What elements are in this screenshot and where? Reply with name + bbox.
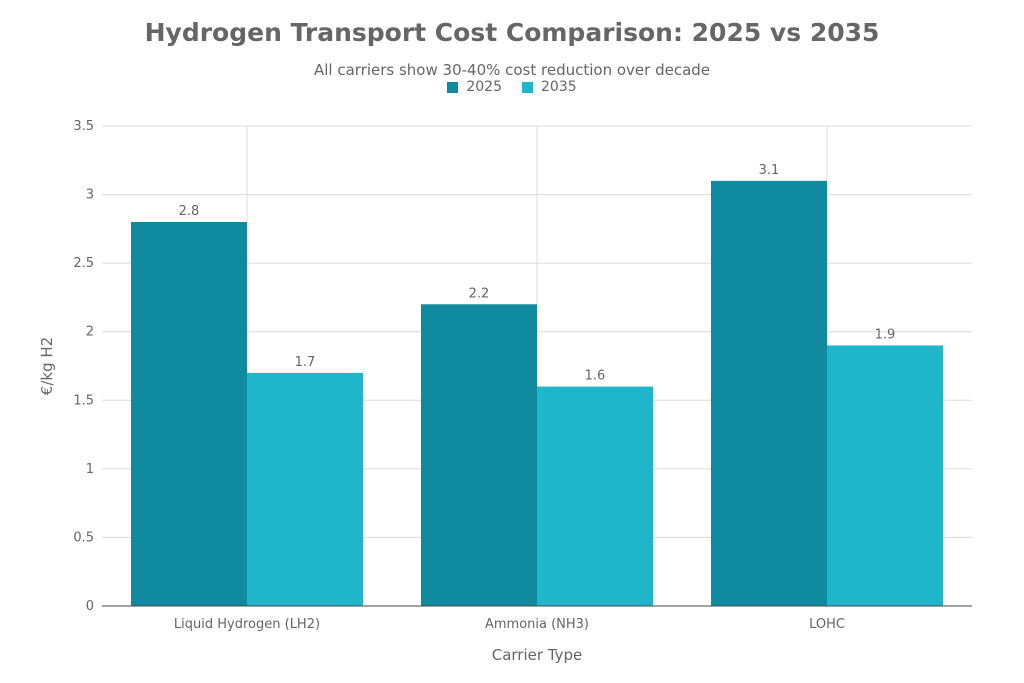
data-label: 1.6 bbox=[585, 369, 606, 384]
bar-2035-0[interactable] bbox=[247, 372, 363, 606]
x-tick-label: Liquid Hydrogen (LH2) bbox=[174, 617, 320, 632]
data-label: 3.1 bbox=[759, 163, 780, 178]
legend-swatch-2035 bbox=[522, 81, 533, 93]
data-label: 2.2 bbox=[469, 286, 490, 301]
bar-2025-0[interactable] bbox=[131, 222, 247, 606]
y-tick-label: 0.5 bbox=[73, 530, 94, 545]
chart-title: Hydrogen Transport Cost Comparison: 2025… bbox=[144, 18, 880, 47]
y-tick-label: 3 bbox=[86, 188, 94, 203]
data-label: 1.9 bbox=[875, 327, 896, 342]
y-tick-label: 2 bbox=[86, 325, 94, 340]
legend-item-2025[interactable]: 2025 bbox=[447, 79, 502, 95]
x-tick-label: LOHC bbox=[809, 617, 845, 632]
bar-2025-1[interactable] bbox=[421, 304, 537, 606]
y-tick-label: 0 bbox=[86, 599, 94, 614]
chart-subtitle: All carriers show 30-40% cost reduction … bbox=[313, 61, 711, 79]
y-tick-label: 3.5 bbox=[73, 119, 94, 134]
legend-swatch-2025 bbox=[447, 81, 459, 93]
bars-layer bbox=[131, 180, 943, 606]
data-label: 2.8 bbox=[179, 204, 200, 219]
legend-label-2025: 2025 bbox=[466, 79, 502, 95]
y-tick-label: 1 bbox=[86, 462, 94, 477]
bar-2035-1[interactable] bbox=[537, 386, 653, 606]
legend-label-2035: 2035 bbox=[541, 79, 577, 95]
y-tick-label: 2.5 bbox=[73, 256, 94, 271]
data-label: 1.7 bbox=[295, 355, 316, 370]
y-axis-title: €/kg H2 bbox=[38, 337, 56, 395]
legend: 2025 2035 bbox=[0, 79, 1024, 95]
legend-item-2035[interactable]: 2035 bbox=[522, 79, 577, 95]
bar-2025-2[interactable] bbox=[711, 180, 827, 606]
x-axis-title: Carrier Type bbox=[492, 646, 583, 664]
bar-2035-2[interactable] bbox=[827, 345, 943, 606]
labels-layer: 0 0.5 1 1.5 2 2.5 3 3.5 2.8 1.7 Liquid Hydrogen (L… bbox=[73, 119, 895, 632]
x-tick-label: Ammonia (NH3) bbox=[485, 617, 589, 632]
y-tick-label: 1.5 bbox=[73, 393, 94, 408]
